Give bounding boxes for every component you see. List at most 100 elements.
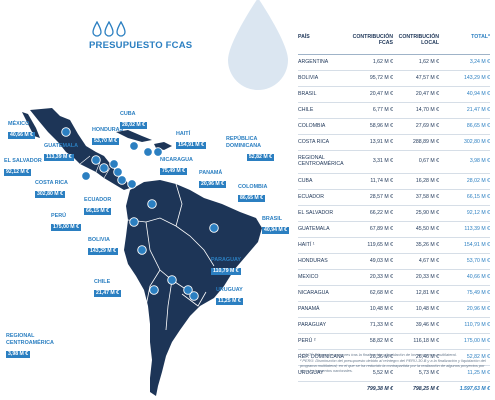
map-cuba [116, 130, 152, 142]
table-row: REP. DOMINICANA 26,36 M € 26,46 M € 52,82 M… [298, 350, 490, 366]
marker-nicaragua [113, 167, 123, 177]
label-peru: PERÚ 175,00 M € [51, 213, 81, 231]
label-mexico: MÉXICO 40,66 M € [8, 121, 36, 139]
label-brasil: BRASIL 40,94 M € [262, 216, 290, 234]
cell-total: 20,96 M € [466, 305, 490, 312]
cell-fcas: 71,33 M € [369, 321, 393, 328]
table-row: CHILE 6,77 M € 14,70 M € 21,47 M € [298, 103, 490, 119]
table-row: BOLIVIA 95,72 M € 47,57 M € 143,29 M € [298, 71, 490, 87]
cell-fcas: 58,82 M € [369, 337, 393, 344]
cell-pais: GUATEMALA [298, 225, 330, 232]
cell-pais: PANAMÁ [298, 305, 320, 312]
label-haiti: HAITÍ 154,91 M € [176, 131, 206, 149]
cell-local: 45,50 M € [415, 225, 439, 232]
table-row: CUBA 11,74 M € 16,28 M € 28,02 M € [298, 174, 490, 190]
cell-local: 0,67 M € [418, 158, 439, 165]
label-honduras: HONDURAS 53,70 M € [92, 127, 124, 145]
marker-chile [149, 285, 159, 295]
cell-fcas: 3,31 M € [372, 158, 393, 165]
marker-ecuador [129, 217, 139, 227]
cell-pais: PERÚ ² [298, 337, 316, 344]
cell-pais: PARAGUAY [298, 321, 327, 328]
cell-local: 20,33 M € [415, 273, 439, 280]
cell-fcas: 11,74 M € [370, 177, 393, 184]
cell-total: 92,12 M € [466, 209, 490, 216]
table-row: GUATEMALA 67,89 M € 45,50 M € 113,39 M € [298, 222, 490, 238]
cell-pais: COSTA RICA [298, 138, 330, 145]
marker-cuba [129, 141, 139, 151]
cell-fcas: 66,22 M € [369, 209, 393, 216]
cell-local: 4,67 M € [418, 257, 439, 264]
cell-pais: ARGENTINA [298, 58, 329, 65]
cell-total: 154,91 M € [464, 241, 490, 248]
marker-honduras [109, 159, 119, 169]
cell-fcas: 20,47 M € [369, 90, 393, 97]
cell-fcas: 62,68 M € [369, 289, 393, 296]
table-row: ARGENTINA 1,62 M € 1,62 M € 3,24 M € [298, 55, 490, 71]
cell-local: 25,90 M € [415, 209, 439, 216]
label-regional: REGIONAL CENTROAMÉRICA 3,98 M € [6, 333, 54, 358]
cell-fcas: 28,57 M € [369, 193, 393, 200]
cell-total: 3,98 M € [469, 158, 490, 165]
cell-fcas: 5,52 M € [372, 369, 393, 376]
header-total: TOTAL* [471, 34, 490, 40]
marker-rep-dominicana [153, 147, 163, 157]
total-local: 798,25 M € [413, 386, 439, 393]
cell-total: 11,25 M € [467, 369, 490, 376]
table-row: BRASIL 20,47 M € 20,47 M € 40,94 M € [298, 87, 490, 103]
table-row: EL SALVADOR 66,22 M € 25,90 M € 92,12 M € [298, 206, 490, 222]
cell-local: 35,26 M € [415, 241, 439, 248]
cell-local: 27,69 M € [415, 122, 439, 129]
cell-local: 20,47 M € [415, 90, 439, 97]
label-costa-rica: COSTA RICA 302,80 M € [35, 180, 68, 198]
marker-costa-rica [117, 175, 127, 185]
label-el-salvador: EL SALVADOR 92,12 M € [4, 158, 42, 176]
label-cuba: CUBA 28,02 M € [120, 111, 148, 129]
label-panama: PANAMÁ 20,96 M € [199, 170, 227, 188]
footnote-peru: ² PERÚ: Disminución del presupuesto debi… [300, 358, 486, 373]
label-bolivia: BOLIVIA 143,29 M € [88, 237, 118, 255]
map-south-america [124, 180, 262, 396]
cell-pais: ECUADOR [298, 193, 324, 200]
marker-regional [81, 171, 91, 181]
cell-pais: BOLIVIA [298, 74, 319, 81]
cell-pais: CUBA [298, 177, 313, 184]
cell-total: 66,15 M € [466, 193, 490, 200]
cell-total: 175,00 M € [464, 337, 490, 344]
label-guatemala: GUATEMALA 113,39 M € [44, 143, 79, 161]
cell-total: 113,39 M € [464, 225, 490, 232]
cell-total: 21,47 M € [466, 106, 490, 113]
label-colombia: COLOMBIA 86,65 M € [238, 184, 268, 202]
table-body: ARGENTINA 1,62 M € 1,62 M € 3,24 M € BOLIVIA… [298, 55, 490, 382]
cell-fcas: 58,96 M € [369, 122, 393, 129]
table-row: PANAMÁ 10,48 M € 10,48 M € 20,96 M € [298, 302, 490, 318]
large-drop-icon [228, 0, 288, 90]
table-row: HONDURAS 49,03 M € 4,67 M € 53,70 M € [298, 254, 490, 270]
table-row: HAITÍ ¹ 119,65 M € 35,26 M € 154,91 M € [298, 238, 490, 254]
cell-pais: EL SALVADOR [298, 209, 334, 216]
cell-fcas: 1,62 M € [372, 58, 393, 65]
cell-local: 12,81 M € [415, 289, 439, 296]
footnote-haiti: ¹ HAITÍ: Diferencias menores tras la fin… [300, 352, 457, 357]
cell-total: 53,70 M € [466, 257, 490, 264]
label-paraguay: PARAGUAY 110,79 M € [211, 257, 241, 275]
cell-local: 26,46 M € [415, 353, 439, 360]
marker-peru [137, 245, 147, 255]
cell-total: 28,02 M € [466, 177, 490, 184]
label-rep-dominicana: REPÚBLICA DOMINICANA 52,82 M € [226, 136, 274, 161]
cell-local: 288,89 M € [413, 138, 439, 145]
marker-bolivia [167, 275, 177, 285]
total-fcas: 799,38 M € [367, 386, 393, 393]
cell-local: 1,62 M € [418, 58, 439, 65]
cell-fcas: 13,91 M € [369, 138, 393, 145]
cell-pais: NICARAGUA [298, 289, 329, 296]
cell-total: 3,24 M € [469, 58, 490, 65]
label-nicaragua: NICARAGUA 75,49 M € [160, 157, 193, 175]
water-drops-icon [92, 21, 126, 37]
cell-pais: URUGUAY [298, 369, 324, 376]
cell-pais: COLOMBIA [298, 122, 326, 129]
cell-fcas: 95,72 M € [369, 74, 393, 81]
cell-pais: MEXICO [298, 273, 319, 280]
cell-pais: REGIONAL CENTROAMÉRICA [298, 155, 344, 167]
cell-local: 14,70 M € [415, 106, 439, 113]
